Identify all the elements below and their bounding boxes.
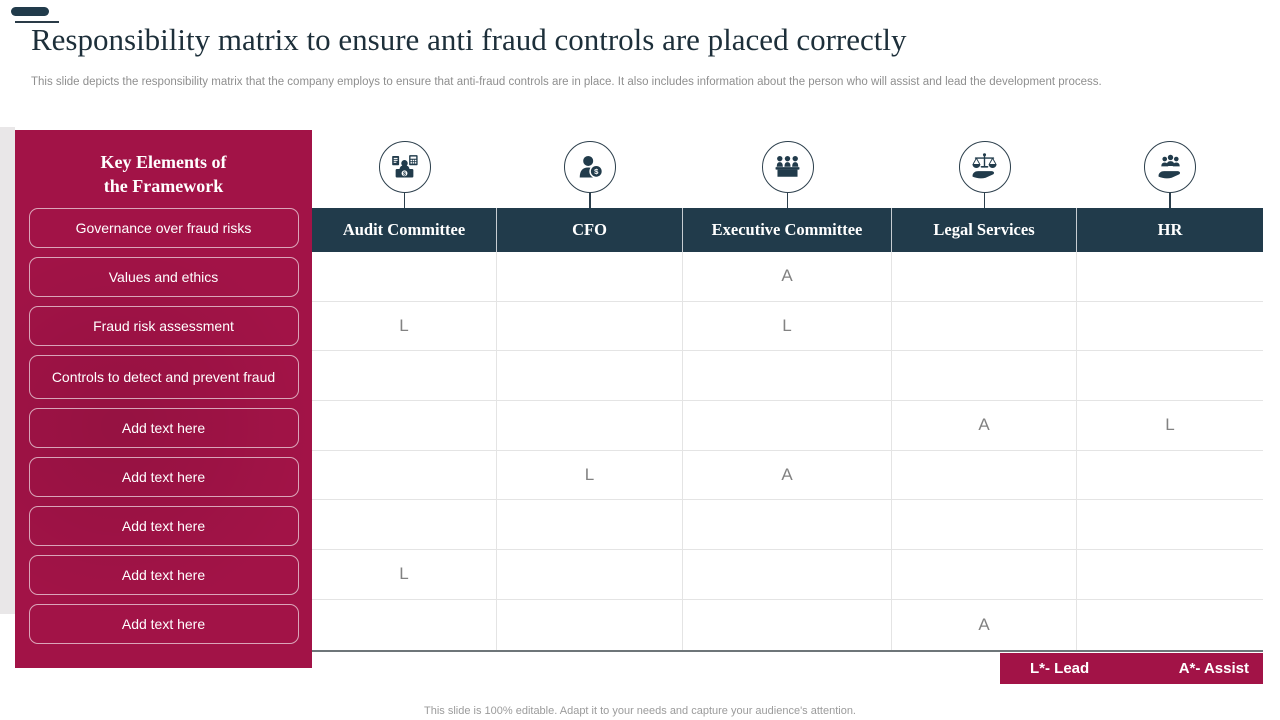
sidebar-item-1[interactable]: Governance over fraud risks bbox=[28, 207, 299, 248]
matrix-cell-r8c5 bbox=[1077, 599, 1263, 650]
matrix-cell-r2c1: L bbox=[312, 301, 497, 352]
matrix-cell-r2c5 bbox=[1077, 301, 1263, 352]
matrix-cell-r8c1 bbox=[312, 599, 497, 650]
matrix-cell-r4c1 bbox=[312, 401, 497, 451]
matrix-cell-r2c3: L bbox=[683, 301, 892, 352]
sidebar-item-9[interactable]: Add text here bbox=[28, 603, 299, 644]
matrix-cell-r1c2 bbox=[497, 252, 683, 302]
matrix-cell-r4c5: L bbox=[1077, 401, 1263, 451]
legend-assist: A*- Assist bbox=[1178, 660, 1249, 677]
sidebar-item-2[interactable]: Values and ethics bbox=[28, 256, 299, 297]
matrix-cell-r4c3 bbox=[683, 401, 892, 451]
matrix-cell-r6c4 bbox=[892, 500, 1077, 551]
column-header-2: CFO bbox=[497, 208, 683, 252]
column-header-5: HR bbox=[1077, 208, 1263, 252]
responsibility-matrix-table: Audit Committee CFO Executive Committee Leg… bbox=[312, 208, 1263, 652]
cfo-dollar-icon: $ bbox=[564, 141, 616, 193]
matrix-cell-r8c4: A bbox=[892, 599, 1077, 650]
sidebar-item-6[interactable]: Add text here bbox=[28, 456, 299, 497]
matrix-cell-r1c4 bbox=[892, 252, 1077, 302]
key-elements-panel: Key Elements of the Framework Governance… bbox=[15, 130, 312, 668]
matrix-cell-r6c5 bbox=[1077, 500, 1263, 551]
column-icon-wrap-2: $ bbox=[564, 141, 616, 208]
hr-people-hand-icon bbox=[1144, 141, 1196, 193]
matrix-cell-r7c3 bbox=[683, 550, 892, 600]
sidebar-items: Governance over fraud risks Values and et… bbox=[15, 207, 312, 644]
matrix-cell-r1c1 bbox=[312, 252, 497, 302]
matrix-cell-r7c5 bbox=[1077, 550, 1263, 600]
column-header-3: Executive Committee bbox=[683, 208, 892, 252]
audit-committee-icon: $ bbox=[378, 141, 431, 193]
matrix-cell-r7c2 bbox=[497, 550, 683, 600]
matrix-cell-r3c5 bbox=[1077, 351, 1263, 402]
page-footer: This slide is 100% editable. Adapt it to… bbox=[424, 705, 856, 717]
column-header-1: Audit Committee bbox=[312, 208, 497, 252]
matrix-cell-r2c2 bbox=[497, 301, 683, 352]
matrix-header-row: Audit Committee CFO Executive Committee Leg… bbox=[312, 208, 1263, 252]
matrix-cell-r5c3: A bbox=[683, 450, 892, 501]
column-icon-wrap-1: $ bbox=[378, 141, 431, 208]
matrix-cell-r1c5 bbox=[1077, 252, 1263, 302]
sidebar-heading-line1: Key Elements of bbox=[100, 152, 227, 172]
svg-text:$: $ bbox=[594, 166, 599, 175]
accent-underline bbox=[15, 21, 59, 23]
matrix-cell-r5c2: L bbox=[497, 450, 683, 501]
page-subtitle: This slide depicts the responsibility ma… bbox=[31, 76, 1102, 88]
matrix-cell-r1c3: A bbox=[683, 252, 892, 302]
sidebar-heading-line2: the Framework bbox=[103, 176, 224, 197]
column-icon-wrap-4 bbox=[958, 141, 1011, 208]
connector-line bbox=[403, 193, 405, 208]
matrix-cell-r5c1 bbox=[312, 450, 497, 501]
column-header-4: Legal Services bbox=[892, 208, 1077, 252]
sidebar-item-7[interactable]: Add text here bbox=[28, 505, 299, 546]
matrix-cell-r5c5 bbox=[1077, 450, 1263, 501]
matrix-cell-r7c1: L bbox=[312, 550, 497, 600]
matrix-cell-r8c3 bbox=[683, 599, 892, 650]
matrix-cell-r8c2 bbox=[497, 599, 683, 650]
connector-line bbox=[983, 193, 985, 208]
matrix-cell-r4c4: A bbox=[892, 401, 1077, 451]
legend-lead: L*- Lead bbox=[1030, 660, 1090, 677]
matrix-cell-r6c1 bbox=[312, 500, 497, 551]
connector-line bbox=[1169, 193, 1171, 208]
matrix-cell-r3c4 bbox=[892, 351, 1077, 402]
column-icon-wrap-5 bbox=[1144, 141, 1196, 208]
sidebar-item-5[interactable]: Add text here bbox=[28, 407, 299, 448]
column-icons-row: $ $ bbox=[0, 141, 1280, 208]
legend-bar: L*- Lead A*- Assist bbox=[1000, 653, 1263, 684]
sidebar-item-8[interactable]: Add text here bbox=[28, 554, 299, 595]
sidebar-item-4[interactable]: Controls to detect and prevent fraud bbox=[28, 354, 299, 399]
connector-line bbox=[589, 193, 591, 208]
matrix-cell-r7c4 bbox=[892, 550, 1077, 600]
matrix-cell-r5c4 bbox=[892, 450, 1077, 501]
column-icon-wrap-3 bbox=[761, 141, 814, 208]
matrix-cell-r6c3 bbox=[683, 500, 892, 551]
background-strip bbox=[0, 127, 15, 614]
page-title: Responsibility matrix to ensure anti fra… bbox=[31, 22, 907, 57]
matrix-cell-r3c2 bbox=[497, 351, 683, 402]
matrix-cell-r4c2 bbox=[497, 401, 683, 451]
svg-text:$: $ bbox=[403, 171, 406, 177]
matrix-cell-r2c4 bbox=[892, 301, 1077, 352]
sidebar-heading: Key Elements of the Framework bbox=[15, 150, 312, 199]
connector-line bbox=[786, 193, 788, 208]
accent-dash bbox=[11, 7, 49, 16]
matrix-cell-r6c2 bbox=[497, 500, 683, 551]
matrix-cell-r3c3 bbox=[683, 351, 892, 402]
legal-scales-hand-icon bbox=[958, 141, 1011, 193]
matrix-cell-r3c1 bbox=[312, 351, 497, 402]
sidebar-item-3[interactable]: Fraud risk assessment bbox=[28, 305, 299, 346]
executive-committee-icon bbox=[761, 141, 814, 193]
